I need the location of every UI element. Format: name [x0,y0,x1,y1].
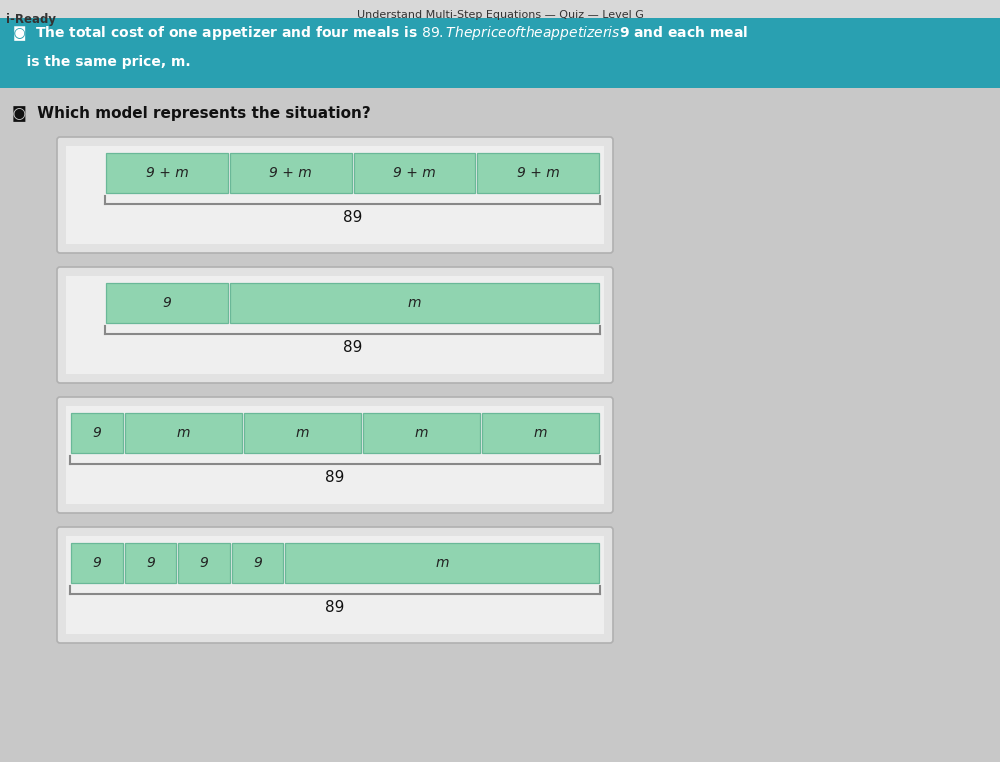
Text: m: m [295,426,309,440]
Text: 9 + m: 9 + m [146,166,188,180]
Text: m: m [415,426,428,440]
Bar [106,283,228,323]
FancyBboxPatch shape [66,536,604,634]
Text: 89: 89 [325,600,345,615]
Bar [477,153,599,193]
Bar [71,543,123,583]
Text: 9: 9 [146,556,155,570]
Bar [0,0,1000,18]
Bar [125,543,176,583]
Text: is the same price, m.: is the same price, m. [12,55,191,69]
Bar [363,413,480,453]
Bar [178,543,230,583]
FancyBboxPatch shape [57,137,613,253]
Text: 9: 9 [200,556,208,570]
FancyBboxPatch shape [57,267,613,383]
Text: 9: 9 [162,296,171,310]
Text: 9: 9 [92,556,101,570]
Bar [482,413,599,453]
FancyBboxPatch shape [57,527,613,643]
Text: i-Ready: i-Ready [6,13,56,26]
FancyBboxPatch shape [66,406,604,504]
Bar [0,0,1000,88]
Text: 89: 89 [325,470,345,485]
Bar [230,153,352,193]
Bar [106,153,228,193]
FancyBboxPatch shape [66,146,604,244]
Text: 89: 89 [343,210,362,225]
Bar [244,413,361,453]
Text: m: m [176,426,190,440]
Bar [125,413,242,453]
FancyBboxPatch shape [66,276,604,374]
Bar [232,543,283,583]
Bar [354,153,475,193]
Text: m: m [534,426,547,440]
Text: m: m [408,296,421,310]
Text: 9 + m: 9 + m [269,166,312,180]
FancyBboxPatch shape [57,397,613,513]
Text: Understand Multi-Step Equations — Quiz — Level G: Understand Multi-Step Equations — Quiz —… [357,10,643,20]
Text: m: m [435,556,449,570]
Text: ◙  Which model represents the situation?: ◙ Which model represents the situation? [12,105,371,121]
Text: 89: 89 [343,340,362,355]
Text: 9 + m: 9 + m [517,166,560,180]
Text: 9: 9 [253,556,262,570]
Text: 9: 9 [92,426,101,440]
Text: ◙  The total cost of one appetizer and four meals is $89. The price of the appet: ◙ The total cost of one appetizer and fo… [12,24,748,43]
Text: 9 + m: 9 + m [393,166,436,180]
Bar [71,413,123,453]
Bar [285,543,599,583]
Bar [230,283,599,323]
